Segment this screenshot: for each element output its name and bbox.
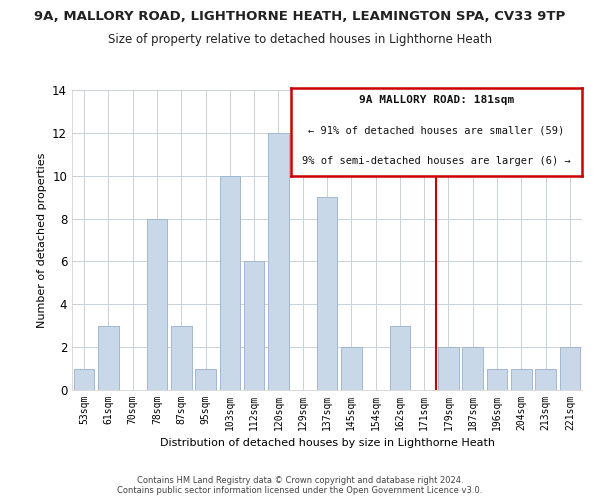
Bar <box>341 347 362 390</box>
Text: ← 91% of detached houses are smaller (59): ← 91% of detached houses are smaller (59… <box>308 126 565 136</box>
Bar <box>268 133 289 390</box>
Bar <box>171 326 191 390</box>
Bar <box>244 262 265 390</box>
Bar <box>220 176 240 390</box>
Text: Size of property relative to detached houses in Lighthorne Heath: Size of property relative to detached ho… <box>108 32 492 46</box>
Y-axis label: Number of detached properties: Number of detached properties <box>37 152 47 328</box>
Bar <box>317 197 337 390</box>
Bar <box>511 368 532 390</box>
Bar <box>74 368 94 390</box>
Bar <box>195 368 216 390</box>
Bar <box>560 347 580 390</box>
Text: Contains HM Land Registry data © Crown copyright and database right 2024.
Contai: Contains HM Land Registry data © Crown c… <box>118 476 482 495</box>
Text: 9% of semi-detached houses are larger (6) →: 9% of semi-detached houses are larger (6… <box>302 156 571 166</box>
X-axis label: Distribution of detached houses by size in Lighthorne Heath: Distribution of detached houses by size … <box>160 438 494 448</box>
Bar <box>98 326 119 390</box>
Text: 9A, MALLORY ROAD, LIGHTHORNE HEATH, LEAMINGTON SPA, CV33 9TP: 9A, MALLORY ROAD, LIGHTHORNE HEATH, LEAM… <box>34 10 566 23</box>
Bar <box>487 368 508 390</box>
Bar <box>146 218 167 390</box>
Text: 9A MALLORY ROAD: 181sqm: 9A MALLORY ROAD: 181sqm <box>359 94 514 104</box>
Bar <box>463 347 483 390</box>
Bar <box>535 368 556 390</box>
Bar <box>438 347 459 390</box>
Bar <box>389 326 410 390</box>
